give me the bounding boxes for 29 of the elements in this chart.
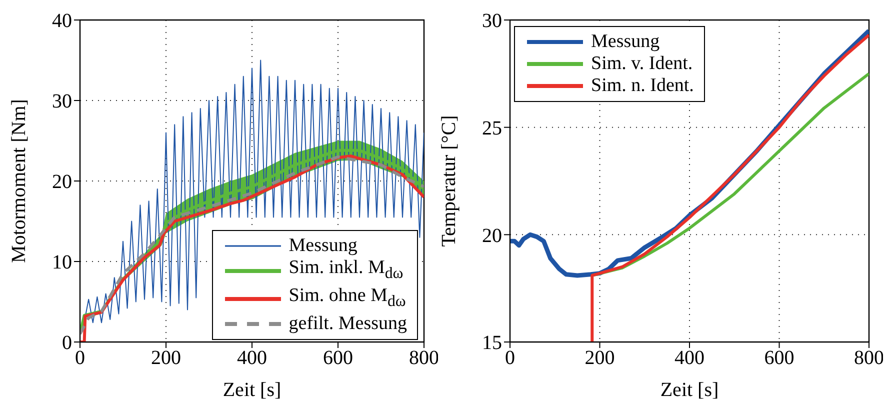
y-axis-title: Temperatur [°C] — [438, 115, 460, 247]
y-tick-label: 30 — [52, 90, 72, 113]
y-tick-label: 0 — [62, 332, 72, 354]
y-tick-label: 10 — [52, 252, 72, 274]
x-axis-title: Zeit [s] — [660, 379, 719, 401]
legend-label: Sim. inkl. M$_{dω}$ — [288, 257, 404, 284]
x-tick-label: 200 — [151, 347, 181, 370]
y-tick-label: 15 — [482, 332, 502, 354]
x-tick-label: 800 — [409, 347, 439, 370]
x-tick-label: 600 — [323, 347, 353, 370]
x-axis-title: Zeit [s] — [222, 379, 282, 401]
y-tick-label: 25 — [482, 117, 502, 140]
line-series — [590, 34, 869, 342]
legend-label: Sim. ohne M$_{dω}$ — [288, 285, 406, 312]
x-tick-label: 400 — [674, 347, 704, 370]
x-tick-label: 600 — [764, 347, 794, 370]
y-tick-label: 30 — [482, 10, 502, 32]
y-axis-title: Motormoment [Nm] — [8, 99, 30, 263]
legend-label: Messung — [288, 235, 358, 258]
x-tick-label: 800 — [854, 347, 884, 370]
y-tick-label: 20 — [52, 171, 72, 194]
x-tick-label: 400 — [237, 347, 267, 370]
legend-label: Sim. v. Ident. — [591, 53, 693, 75]
legend-label: gefilt. Messung — [288, 313, 407, 335]
legend-label: Sim. n. Ident. — [591, 75, 694, 97]
y-tick-label: 40 — [52, 10, 72, 32]
y-tick-label: 20 — [482, 224, 502, 247]
legend-label: Messung — [591, 31, 660, 53]
x-tick-label: 200 — [584, 347, 615, 370]
